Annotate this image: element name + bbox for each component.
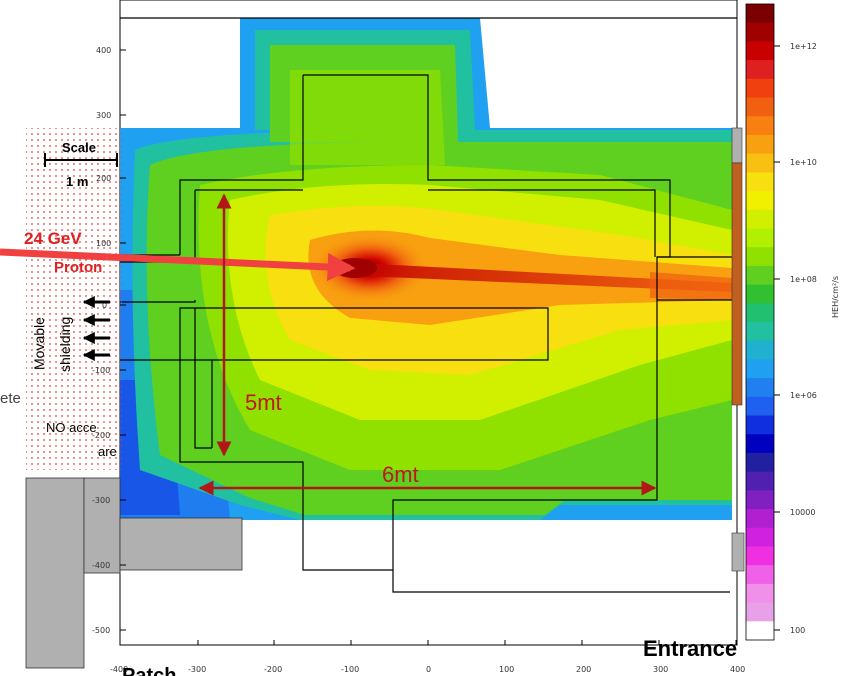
x-tick-label: 0 — [426, 665, 431, 674]
colorbar-tick-label: 1e+12 — [790, 42, 817, 51]
shielding-label: shielding — [57, 317, 73, 372]
y-tick-label: 400 — [96, 46, 111, 55]
x-tick-label: 300 — [653, 665, 668, 674]
colorbar-cell — [746, 509, 774, 528]
colorbar-cell — [746, 490, 774, 509]
y-tick-label: -400 — [92, 561, 110, 570]
colorbar-cell — [746, 453, 774, 472]
colorbar-cell — [746, 154, 774, 173]
colorbar-tick-label: 1e+10 — [790, 158, 817, 167]
beam-particle-label: Proton — [54, 259, 102, 276]
colorbar-tick-label: 1e+08 — [790, 275, 817, 284]
no-access-label-1: NO acce — [46, 420, 97, 435]
colorbar-cell — [746, 228, 774, 247]
x-tick-label: 100 — [499, 665, 514, 674]
movable-label: Movable — [31, 317, 47, 370]
colorbar-cell — [746, 210, 774, 229]
dimension-6mt-label: 6mt — [382, 462, 419, 487]
colorbar-cell — [746, 603, 774, 622]
beam-energy-label: 24 GeV — [24, 229, 82, 248]
colorbar-cell — [746, 565, 774, 584]
colorbar-cell — [746, 584, 774, 603]
colorbar-tick-label: 100 — [790, 626, 805, 635]
colorbar-cell — [746, 116, 774, 135]
brown-shielding-bar — [732, 163, 742, 405]
colorbar-cell — [746, 378, 774, 397]
x-tick-label: 200 — [576, 665, 591, 674]
entrance-label: Entrance — [643, 636, 737, 661]
y-tick-label: -300 — [92, 496, 110, 505]
y-tick-label: 200 — [96, 174, 111, 183]
no-access-label-2: are — [98, 444, 117, 459]
scale-value: 1 m — [66, 174, 88, 189]
colorbar-cell — [746, 4, 774, 23]
x-tick-label: 400 — [730, 665, 745, 674]
colorbar-tick-label: 10000 — [790, 508, 815, 517]
y-tick-label: 300 — [96, 111, 111, 120]
colorbar-cell — [746, 266, 774, 285]
colorbar-cell — [746, 416, 774, 435]
colorbar-cell — [746, 79, 774, 98]
y-tick-label: -100 — [92, 366, 110, 375]
colorbar-cell — [746, 247, 774, 266]
colorbar-cell — [746, 434, 774, 453]
y-tick-label: -500 — [92, 626, 110, 635]
colorbar-tick-label: 1e+06 — [790, 391, 817, 400]
colorbar-cell — [746, 397, 774, 416]
scale-title: Scale — [62, 140, 96, 155]
colorbar-cell — [746, 359, 774, 378]
x-tick-label: -100 — [341, 665, 359, 674]
colorbar-cell — [746, 472, 774, 491]
concrete-label: ete — [0, 390, 21, 407]
colorbar-cell — [746, 23, 774, 42]
y-tick-label: 100 — [96, 239, 111, 248]
colorbar-cell — [746, 303, 774, 322]
colorbar-cell — [746, 41, 774, 60]
x-tick-label: -300 — [188, 665, 206, 674]
colorbar-cell — [746, 285, 774, 304]
colorbar-cell — [746, 135, 774, 154]
colorbar-cell — [746, 546, 774, 565]
colorbar-cell — [746, 528, 774, 547]
colorbar: 1e+12 1e+10 1e+08 1e+06 10000 100 HEH/cm… — [746, 4, 840, 641]
colorbar-cell — [746, 341, 774, 360]
dimension-5mt-label: 5mt — [245, 390, 282, 415]
colorbar-unit-label: HEH/cm²/s — [831, 276, 840, 318]
colorbar-cell — [746, 172, 774, 191]
colorbar-cell — [746, 191, 774, 210]
x-tick-label: -200 — [264, 665, 282, 674]
colorbar-cell — [746, 322, 774, 341]
colorbar-cell — [746, 98, 774, 117]
patch-label: Patch — [122, 665, 176, 676]
colorbar-cell — [746, 60, 774, 79]
colorbar-cell — [746, 621, 774, 640]
